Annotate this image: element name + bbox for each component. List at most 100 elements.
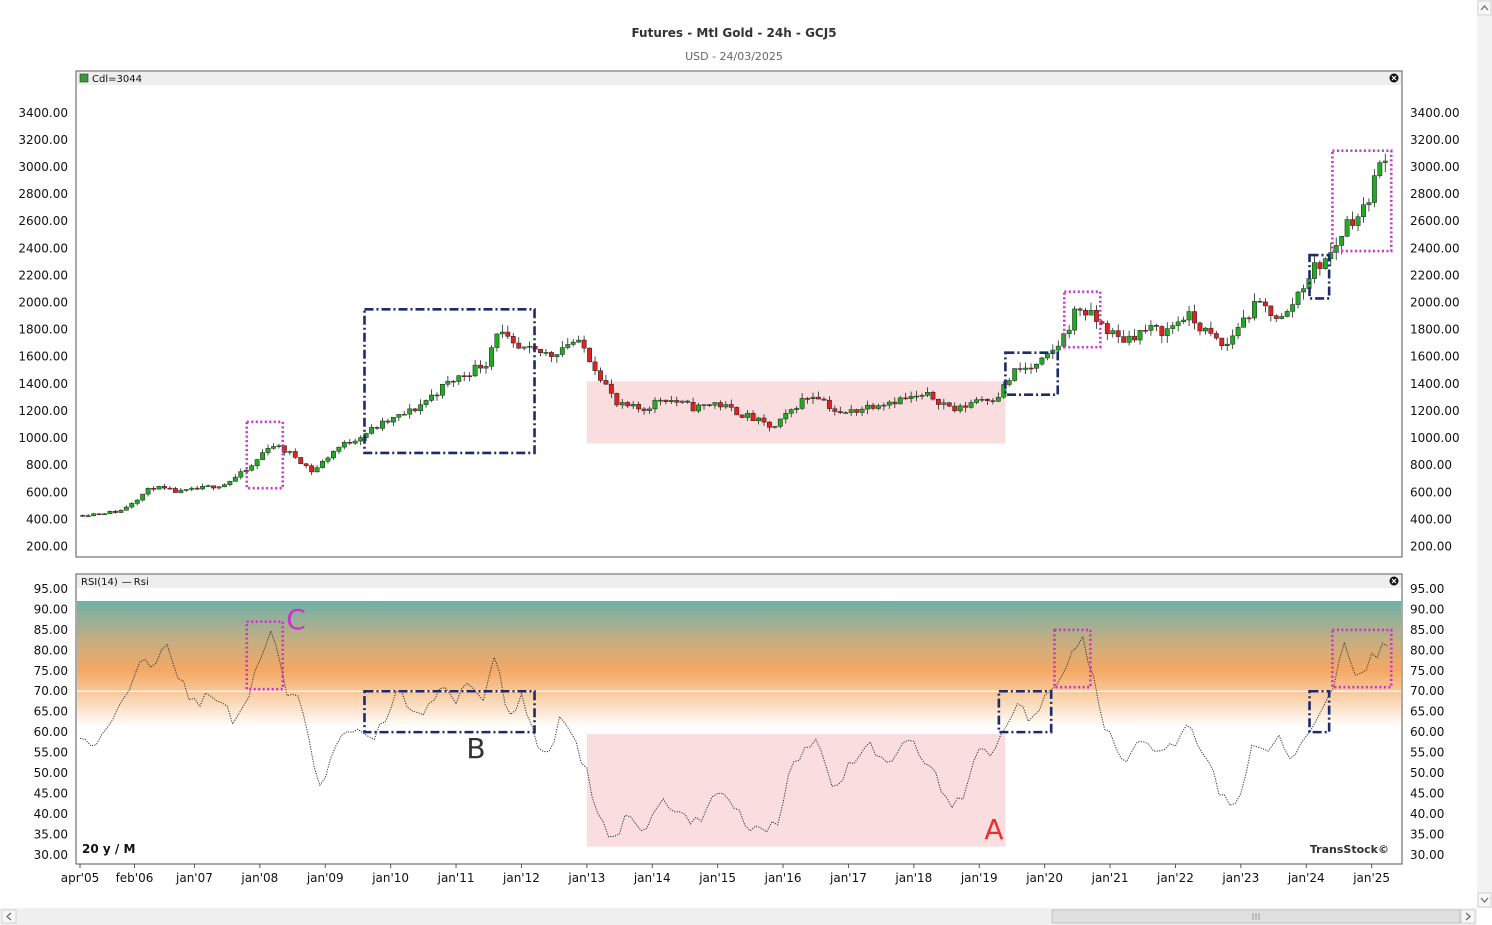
candle-up (1126, 330, 1132, 346)
candle-down (1219, 337, 1225, 351)
price-tick-label-right: 3400.00 (1410, 106, 1460, 120)
candle-body (1366, 202, 1372, 205)
price-pane-header (77, 72, 1401, 85)
candle-up (1006, 377, 1012, 387)
price-tick-label-right: 2400.00 (1410, 241, 1460, 255)
candle-body (1159, 326, 1165, 336)
candle-body (750, 413, 756, 422)
candle-up (254, 458, 260, 470)
candle-body (489, 347, 494, 367)
candle-body (701, 404, 707, 406)
candle-up (156, 485, 162, 490)
candle-body (1110, 330, 1116, 335)
candle-body (1148, 325, 1154, 331)
time-tick-label: jan'09 (306, 871, 344, 885)
candle-body (505, 331, 511, 337)
candle-body (341, 442, 347, 448)
candle-up (554, 354, 560, 363)
candle-up (1355, 213, 1361, 231)
rsi-tick-label-right: 75.00 (1410, 664, 1444, 678)
candle-body (314, 467, 320, 473)
candle-up (679, 400, 685, 405)
candle-body (935, 398, 941, 405)
bottom-scrollbar[interactable] (0, 908, 1477, 925)
candle-down (1077, 307, 1083, 317)
candle-body (772, 426, 778, 428)
candle-down (461, 371, 467, 382)
candle-body (548, 352, 554, 357)
candle-up (499, 324, 505, 338)
candle-up (216, 485, 222, 490)
candle-down (750, 410, 756, 422)
candle-body (657, 399, 663, 402)
candle-body (826, 399, 832, 409)
candle-body (1235, 327, 1241, 337)
price-tick-label-right: 3200.00 (1410, 133, 1460, 147)
candle-up (788, 408, 794, 418)
scroll-right-icon[interactable] (1465, 912, 1471, 921)
candle-down (598, 367, 603, 383)
candle-body (963, 405, 969, 408)
candle-up (1290, 297, 1296, 318)
candle-body (1066, 329, 1072, 334)
candle-up (756, 416, 761, 425)
time-tick-label: jan'10 (371, 871, 409, 885)
candle-body (614, 393, 620, 406)
rsi-tick-label-left: 85.00 (34, 623, 68, 637)
rsi-pane-close-icon[interactable] (1389, 576, 1399, 586)
candle-body (418, 404, 424, 412)
candle-body (112, 510, 118, 513)
candle-body (1230, 335, 1236, 345)
candle-body (96, 513, 102, 515)
price-pane-close-icon[interactable] (1389, 73, 1399, 83)
candle-body (870, 404, 876, 409)
candle-body (140, 493, 146, 501)
candle-up (1344, 215, 1350, 238)
candle-up (712, 402, 718, 409)
candle-up (407, 403, 413, 419)
candle-down (548, 351, 554, 363)
time-tick-label: jan'22 (1156, 871, 1194, 885)
candle-up (429, 389, 434, 403)
rsi-series (79, 629, 1389, 838)
time-tick-label: jan'17 (829, 871, 867, 885)
highlight-box-2010-2012-price (363, 308, 536, 455)
candle-up (472, 360, 478, 377)
candle-down (739, 414, 745, 418)
candle-up (1366, 198, 1372, 212)
candle-body (1213, 333, 1219, 339)
scroll-down-icon[interactable] (1480, 897, 1489, 903)
candle-body (260, 452, 266, 460)
candle-body (805, 398, 811, 400)
candle-up (897, 395, 903, 405)
candle-down (935, 398, 941, 410)
candle-up (919, 393, 925, 400)
candle-body (712, 402, 718, 406)
right-scrollbar[interactable] (1477, 0, 1492, 908)
candle-body (1322, 258, 1328, 269)
candle-body (330, 451, 336, 459)
scroll-up-icon[interactable] (1480, 5, 1489, 11)
candle-body (543, 352, 549, 354)
candle-up (630, 401, 636, 409)
candle-down (309, 463, 315, 476)
price-tick-label-left: 3000.00 (18, 160, 68, 174)
candle-up (957, 403, 963, 414)
candle-up (914, 390, 920, 402)
candle-down (1317, 260, 1323, 276)
candle-down (151, 486, 157, 492)
scroll-left-icon[interactable] (6, 912, 12, 921)
candle-up (810, 392, 816, 404)
candle-up (979, 396, 985, 403)
candle-up (227, 480, 233, 487)
candle-down (478, 360, 484, 374)
time-tick-label: jan'16 (764, 871, 802, 885)
candle-body (1083, 310, 1088, 316)
candle-down (1208, 321, 1214, 337)
candle-down (826, 396, 832, 412)
rsi-legend-prefix: RSI(14) (81, 577, 118, 588)
candle-down (892, 397, 898, 409)
candle-body (603, 380, 609, 385)
candle-down (194, 485, 200, 491)
candle-body (162, 486, 167, 489)
